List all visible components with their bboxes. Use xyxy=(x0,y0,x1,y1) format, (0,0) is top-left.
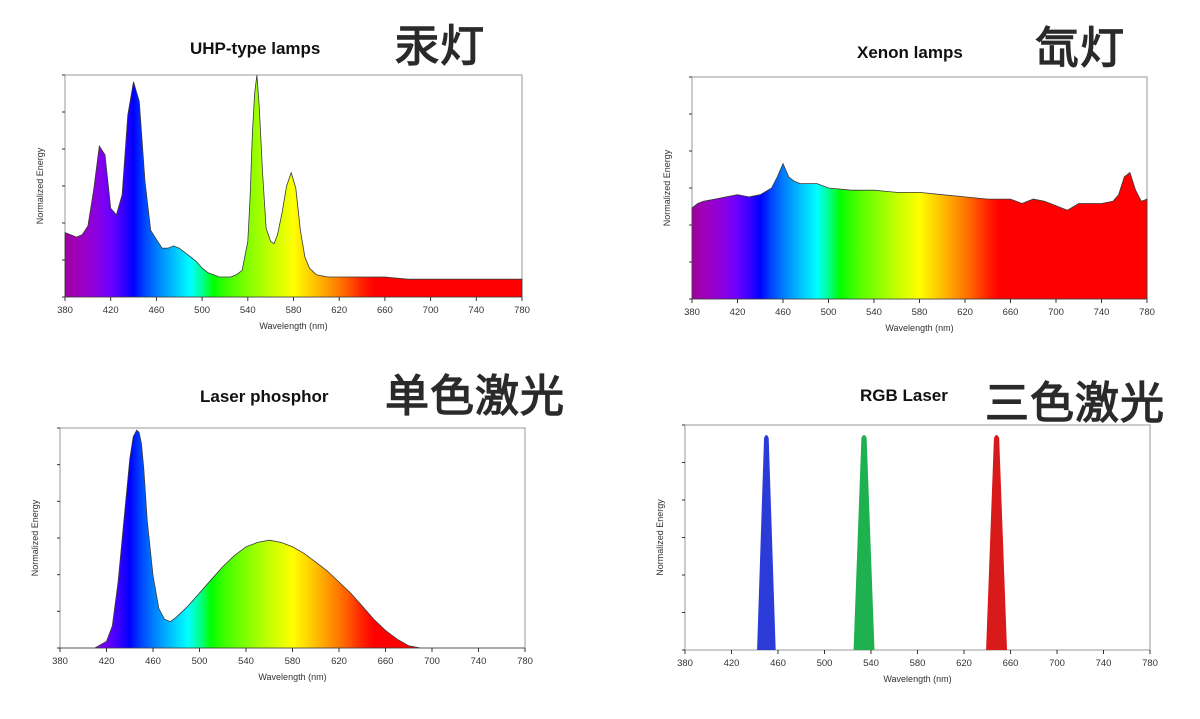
laser-peak-2 xyxy=(853,435,875,650)
x-tick-label: 620 xyxy=(956,658,972,669)
x-tick-label: 540 xyxy=(238,656,254,667)
x-tick-label: 660 xyxy=(1003,307,1019,318)
x-tick-label: 740 xyxy=(468,305,484,316)
x-tick-label: 740 xyxy=(1096,658,1112,669)
y-axis-label: Normalized Energy xyxy=(30,499,40,576)
x-tick-label: 420 xyxy=(724,658,740,669)
x-tick-label: 540 xyxy=(863,658,879,669)
x-axis-label: Wavelength (nm) xyxy=(258,672,326,682)
chart-title: UHP-type lamps xyxy=(190,39,321,58)
x-tick-label: 380 xyxy=(677,658,693,669)
spectrum-plot: 380 420 460 500 540 580 620 660 700 740 780 Wavelen… xyxy=(30,427,533,682)
x-tick-label: 380 xyxy=(684,307,700,318)
x-tick-label: 500 xyxy=(192,656,208,667)
x-tick-label: 740 xyxy=(471,656,487,667)
x-axis-label: Wavelength (nm) xyxy=(885,323,953,333)
x-tick-label: 380 xyxy=(52,656,68,667)
x-tick-label: 420 xyxy=(99,656,115,667)
x-tick-label: 780 xyxy=(1142,658,1158,669)
x-tick-label: 540 xyxy=(240,305,256,316)
x-axis-label: Wavelength (nm) xyxy=(259,321,327,331)
x-tick-label: 700 xyxy=(423,305,439,316)
x-tick-label: 580 xyxy=(285,656,301,667)
x-axis-label: Wavelength (nm) xyxy=(883,674,951,684)
x-tick-label: 620 xyxy=(331,656,347,667)
x-tick-label: 380 xyxy=(57,305,73,316)
x-tick-label: 540 xyxy=(866,307,882,318)
chinese-label: 汞灯 xyxy=(395,21,485,72)
x-tick-label: 580 xyxy=(912,307,928,318)
chart-title: Laser phosphor xyxy=(200,387,329,406)
spectrum-plot: 380 420 460 500 540 580 620 660 700 740 780 Wavelen… xyxy=(655,424,1158,684)
x-tick-label: 420 xyxy=(730,307,746,318)
x-tick-label: 620 xyxy=(957,307,973,318)
x-tick-label: 460 xyxy=(775,307,791,318)
chinese-label: 单色激光 xyxy=(385,371,565,422)
x-tick-label: 500 xyxy=(821,307,837,318)
y-axis-label: Normalized Energy xyxy=(655,499,665,576)
x-tick-label: 780 xyxy=(1139,307,1155,318)
y-axis-label: Normalized Energy xyxy=(35,147,45,224)
chart-title: Xenon lamps xyxy=(857,43,963,62)
x-tick-label: 660 xyxy=(377,305,393,316)
plot-frame xyxy=(684,424,1151,651)
x-tick-label: 740 xyxy=(1094,307,1110,318)
spectrum-plot: 380 420 460 500 540 580 620 660 700 740 780 Wavelen… xyxy=(662,76,1155,333)
x-tick-label: 620 xyxy=(331,305,347,316)
y-axis-label: Normalized Energy xyxy=(662,149,672,226)
laser-peak-1 xyxy=(757,435,776,650)
x-tick-label: 460 xyxy=(145,656,161,667)
spectrum-area xyxy=(64,74,523,298)
chinese-label: 氙灯 xyxy=(1035,23,1125,74)
x-tick-label: 700 xyxy=(424,656,440,667)
x-tick-label: 660 xyxy=(1003,658,1019,669)
x-tick-label: 700 xyxy=(1048,307,1064,318)
x-tick-label: 580 xyxy=(286,305,302,316)
x-tick-label: 460 xyxy=(148,305,164,316)
laser-peak-3 xyxy=(986,435,1008,650)
x-tick-label: 460 xyxy=(770,658,786,669)
x-tick-label: 500 xyxy=(194,305,210,316)
x-tick-label: 580 xyxy=(910,658,926,669)
x-tick-label: 660 xyxy=(378,656,394,667)
chinese-label: 三色激光 xyxy=(985,378,1165,429)
spectrum-plot: 380 420 460 500 540 580 620 660 700 740 780 Wavelen… xyxy=(35,74,530,331)
x-tick-label: 780 xyxy=(517,656,533,667)
spectrum-area xyxy=(691,162,1148,300)
x-tick-label: 420 xyxy=(103,305,119,316)
x-tick-label: 780 xyxy=(514,305,530,316)
spectrum-area xyxy=(60,429,525,649)
x-tick-label: 700 xyxy=(1049,658,1065,669)
x-tick-label: 500 xyxy=(817,658,833,669)
chart-title: RGB Laser xyxy=(860,386,948,405)
